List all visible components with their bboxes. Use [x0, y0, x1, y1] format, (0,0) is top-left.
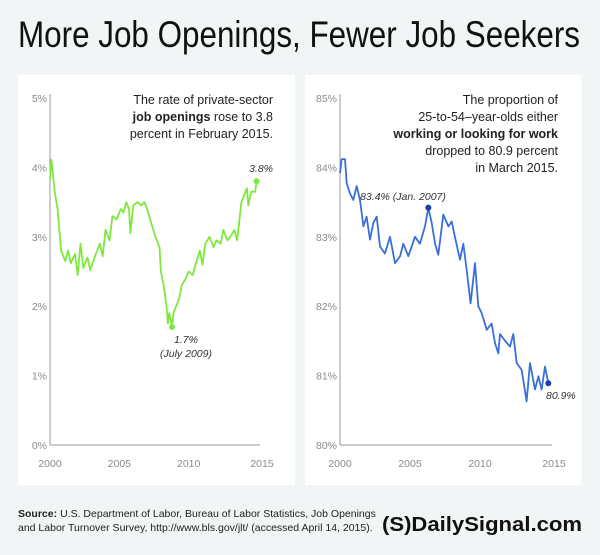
data-point-marker: [253, 178, 260, 185]
data-point-marker: [425, 204, 432, 211]
y-tick-label: 1%: [32, 371, 47, 383]
chart-note-line2: job openings rose to 3.8: [132, 110, 273, 124]
peak-value-label: 83.4% (Jan. 2007): [360, 191, 446, 203]
y-tick-label: 82%: [316, 301, 337, 313]
series-line: [49, 158, 258, 328]
daily-signal-logo: (S)DailySignal.com: [382, 514, 582, 536]
chart-note-rest: rose to 3.8: [210, 110, 273, 124]
x-tick-label: 2015: [542, 458, 566, 470]
y-tick-label: 4%: [32, 162, 47, 174]
y-tick-label: 5%: [32, 93, 47, 105]
source-text: U.S. Department of Labor, Bureau of Labo…: [60, 508, 376, 520]
x-tick-label: 2010: [468, 458, 492, 470]
job-openings-chart: 0% 1% 2% 3% 4% 5% 2000 2005 2010 2015 The rate of…: [18, 75, 295, 485]
min-value-label: 1.7%: [174, 334, 198, 346]
participation-rate-chart: 80% 81% 82% 83% 84% 85% 2000 2005 2010 2015 The p…: [305, 75, 582, 485]
y-tick-label: 84%: [316, 162, 337, 174]
series-line: [339, 158, 550, 403]
panel-background: [18, 75, 295, 485]
min-date-label: (July 2009): [160, 348, 212, 360]
x-tick-label: 2015: [250, 458, 274, 470]
y-tick-label: 85%: [316, 93, 337, 105]
panel-background: [305, 75, 582, 485]
chart-note-line3: percent in February 2015.: [130, 127, 273, 141]
x-tick-label: 2005: [108, 458, 132, 470]
x-tick-label: 2005: [398, 458, 422, 470]
source-label: Source:: [18, 508, 57, 520]
y-tick-label: 3%: [32, 232, 47, 244]
source-line1: Source: U.S. Department of Labor, Bureau …: [18, 508, 376, 520]
y-tick-label: 83%: [316, 232, 337, 244]
x-tick-label: 2000: [328, 458, 352, 470]
y-tick-label: 81%: [316, 371, 337, 383]
source-line2: and Labor Turnover Survey, http://www.bl…: [18, 522, 373, 534]
data-point-marker: [545, 380, 552, 387]
chart-note-line4: dropped to 80.9 percent: [425, 144, 558, 158]
page-title: More Job Openings, Fewer Job Seekers: [18, 14, 580, 55]
chart-note-line5: in March 2015.: [475, 161, 558, 175]
data-point-marker: [169, 324, 176, 331]
y-tick-label: 0%: [32, 440, 47, 452]
x-tick-label: 2010: [177, 458, 201, 470]
end-value-label: 3.8%: [249, 163, 273, 175]
chart-note-bold: working or looking for work: [392, 127, 558, 141]
chart-note-line2: 25-to-54–year-olds either: [418, 110, 558, 124]
y-tick-label: 2%: [32, 301, 47, 313]
chart-note-line1: The proportion of: [463, 93, 559, 107]
chart-note-line1: The rate of private-sector: [133, 93, 273, 107]
x-tick-label: 2000: [38, 458, 62, 470]
chart-note-bold: job openings: [132, 110, 211, 124]
end-value-label: 80.9%: [546, 390, 576, 402]
y-tick-label: 80%: [316, 440, 337, 452]
